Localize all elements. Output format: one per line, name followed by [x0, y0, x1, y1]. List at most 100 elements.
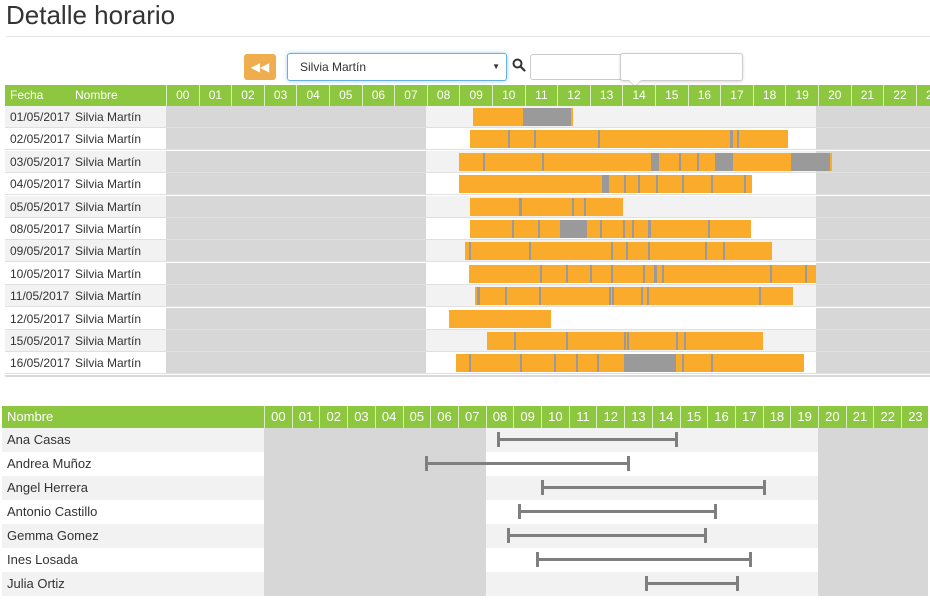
pause-segment[interactable]	[641, 287, 643, 306]
pause-segment[interactable]	[483, 152, 485, 171]
row-name[interactable]: Angel Herrera	[7, 480, 88, 495]
work-bar[interactable]	[475, 287, 793, 306]
table-row[interactable]: 08/05/2017 Silvia Martín	[5, 218, 930, 240]
pause-segment[interactable]	[711, 354, 713, 373]
pause-segment[interactable]	[759, 287, 761, 306]
work-bar[interactable]	[459, 152, 832, 171]
table-row[interactable]: Antonio Castillo	[2, 500, 928, 524]
table-row[interactable]: 09/05/2017 Silvia Martín	[5, 240, 930, 263]
pause-segment[interactable]	[805, 264, 807, 283]
pause-segment[interactable]	[611, 264, 613, 283]
pause-segment[interactable]	[624, 332, 626, 350]
pause-segment[interactable]	[540, 264, 542, 283]
pause-segment[interactable]	[737, 130, 739, 149]
schedule-range[interactable]	[541, 476, 766, 500]
pause-segment[interactable]	[542, 152, 544, 171]
work-bar[interactable]	[449, 309, 551, 328]
table-row[interactable]: Angel Herrera	[2, 476, 928, 500]
pause-segment[interactable]	[597, 354, 599, 373]
work-bar[interactable]	[470, 220, 751, 238]
pause-segment[interactable]	[529, 242, 531, 261]
pause-segment[interactable]	[643, 264, 645, 283]
table-row[interactable]: Ines Losada	[2, 548, 928, 572]
pause-segment[interactable]	[624, 175, 626, 194]
pause-segment[interactable]	[770, 264, 772, 283]
pause-segment[interactable]	[697, 152, 699, 171]
pause-segment[interactable]	[684, 332, 686, 350]
pause-segment[interactable]	[656, 175, 658, 194]
pause-segment[interactable]	[609, 287, 611, 306]
pause-segment[interactable]	[705, 242, 707, 261]
pause-segment[interactable]	[711, 175, 713, 194]
work-bar[interactable]	[470, 197, 623, 216]
pause-segment[interactable]	[554, 354, 556, 373]
pause-segment[interactable]	[560, 220, 587, 238]
table-row[interactable]: 02/05/2017 Silvia Martín	[5, 128, 930, 151]
pause-segment[interactable]	[793, 152, 830, 171]
pause-segment[interactable]	[469, 242, 471, 261]
pause-segment[interactable]	[538, 220, 540, 238]
pause-segment[interactable]	[632, 220, 634, 238]
row-name[interactable]: Gemma Gomez	[7, 528, 99, 543]
search-icon[interactable]	[512, 58, 526, 72]
table-row[interactable]: 03/05/2017 Silvia Martín	[5, 150, 930, 173]
schedule-range[interactable]	[507, 524, 707, 548]
pause-segment[interactable]	[715, 152, 733, 171]
table-row[interactable]: 15/05/2017 Silvia Martín	[5, 330, 930, 352]
table-row[interactable]: 10/05/2017 Silvia Martín	[5, 262, 930, 285]
pause-segment[interactable]	[708, 220, 710, 238]
pause-segment[interactable]	[505, 287, 507, 306]
pause-segment[interactable]	[627, 332, 629, 350]
table-row[interactable]: 16/05/2017 Silvia Martín	[5, 352, 930, 375]
pause-segment[interactable]	[682, 175, 684, 194]
person-select[interactable]: Silvia Martín ▼	[287, 53, 507, 81]
pause-segment[interactable]	[624, 354, 676, 373]
pause-segment[interactable]	[662, 264, 664, 283]
pause-segment[interactable]	[623, 220, 625, 238]
row-name[interactable]: Ines Losada	[7, 552, 78, 567]
pause-segment[interactable]	[566, 332, 568, 350]
pause-segment[interactable]	[469, 354, 471, 373]
schedule-range[interactable]	[645, 572, 739, 596]
work-bar[interactable]	[487, 332, 763, 350]
pause-segment[interactable]	[638, 175, 640, 194]
pause-segment[interactable]	[523, 108, 571, 126]
pause-segment[interactable]	[600, 220, 602, 238]
pause-segment[interactable]	[572, 197, 574, 216]
pause-segment[interactable]	[519, 197, 522, 216]
pause-segment[interactable]	[566, 264, 568, 283]
back-button[interactable]: ◀◀	[244, 54, 276, 80]
table-row[interactable]: 11/05/2017 Silvia Martín	[5, 285, 930, 308]
work-bar[interactable]	[470, 130, 788, 149]
pause-segment[interactable]	[647, 287, 649, 306]
pause-segment[interactable]	[648, 242, 650, 261]
table-row[interactable]: Julia Ortiz	[2, 572, 928, 596]
work-bar[interactable]	[459, 175, 752, 194]
table-row[interactable]: 04/05/2017 Silvia Martín	[5, 173, 930, 196]
pause-segment[interactable]	[612, 287, 614, 306]
pause-segment[interactable]	[676, 332, 678, 350]
table-row[interactable]: 12/05/2017 Silvia Martín	[5, 307, 930, 330]
table-row[interactable]: Gemma Gomez	[2, 524, 928, 548]
row-name[interactable]: Andrea Muñoz	[7, 456, 92, 471]
pause-segment[interactable]	[584, 197, 586, 216]
schedule-range[interactable]	[536, 548, 752, 572]
row-name[interactable]: Antonio Castillo	[7, 504, 98, 519]
pause-segment[interactable]	[508, 130, 510, 149]
table-row[interactable]: Ana Casas	[2, 428, 928, 452]
pause-segment[interactable]	[477, 287, 480, 306]
pause-segment[interactable]	[679, 152, 681, 171]
pause-segment[interactable]	[590, 264, 592, 283]
pause-segment[interactable]	[744, 175, 746, 194]
schedule-range[interactable]	[518, 500, 717, 524]
table-row[interactable]: 05/05/2017 Silvia Martín	[5, 195, 930, 218]
pause-segment[interactable]	[539, 287, 541, 306]
pause-segment[interactable]	[648, 220, 651, 238]
work-bar[interactable]	[465, 242, 772, 261]
pause-segment[interactable]	[512, 220, 514, 238]
row-name[interactable]: Julia Ortiz	[7, 576, 65, 591]
pause-segment[interactable]	[520, 354, 522, 373]
work-bar[interactable]	[473, 108, 573, 126]
pause-segment[interactable]	[611, 242, 613, 261]
pause-segment[interactable]	[723, 242, 725, 261]
